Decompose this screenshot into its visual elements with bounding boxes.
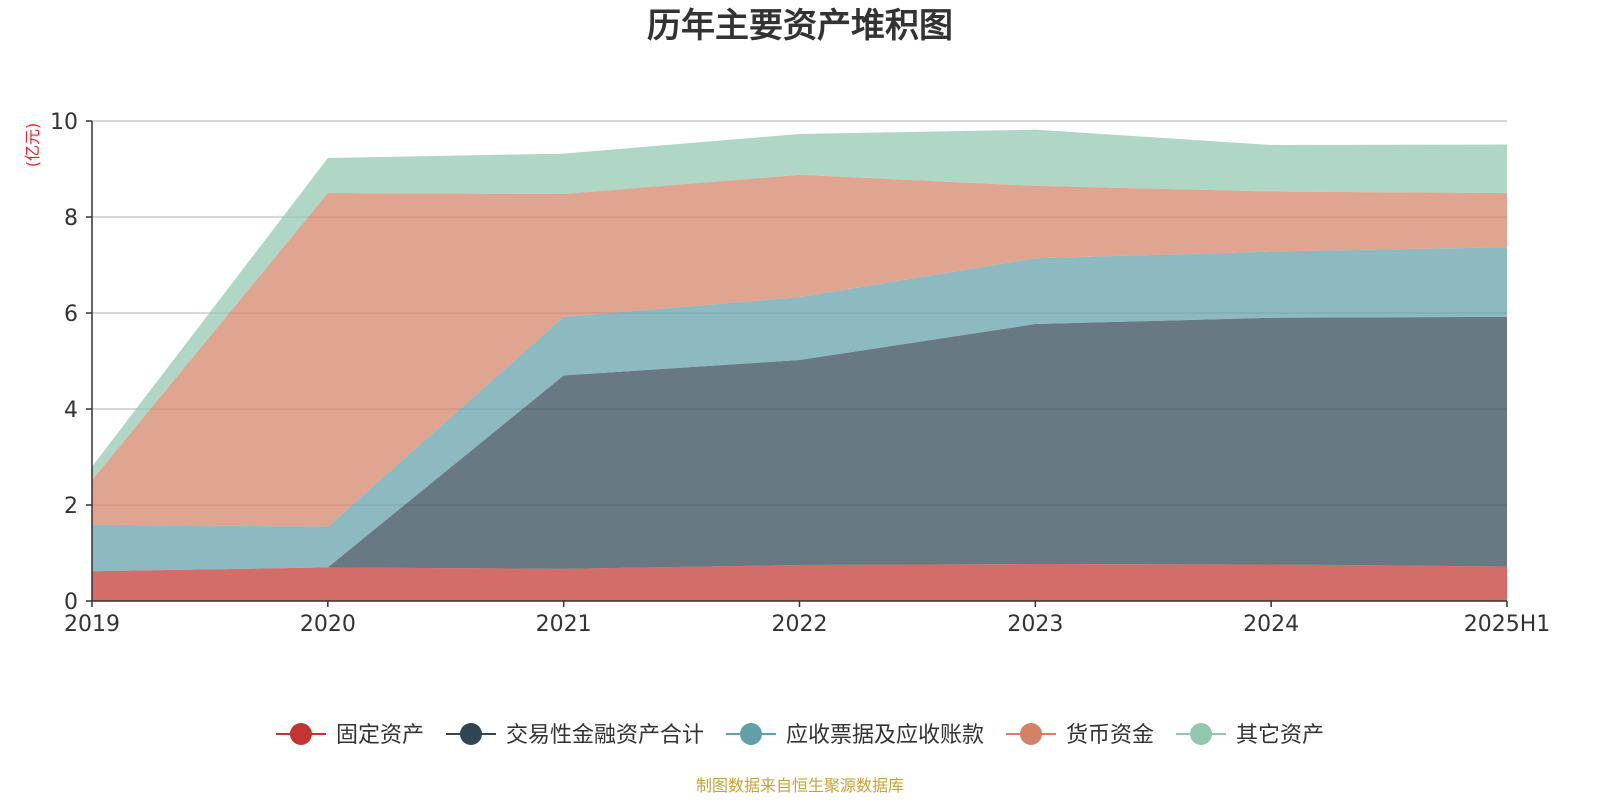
area-series-fixed (92, 564, 1507, 601)
x-tick-label: 2023 (1007, 612, 1063, 637)
legend-dot-marker (1190, 723, 1213, 745)
legend-label: 应收票据及应收账款 (786, 723, 984, 748)
area-series-trading (92, 316, 1507, 572)
legend-label: 固定资产 (336, 723, 424, 748)
x-tick-label: 2022 (772, 612, 828, 637)
area-series-cash (92, 174, 1507, 527)
area-series (92, 129, 1507, 601)
legend-dot-marker (739, 723, 762, 745)
area-series-other (92, 129, 1507, 481)
x-tick-label: 2024 (1243, 612, 1299, 637)
area-series-receivable (92, 247, 1507, 572)
source-note: 制图数据来自恒生聚源数据库 (696, 776, 904, 795)
legend-item-fixed[interactable]: 固定资产 (275, 723, 424, 748)
legend-label: 货币资金 (1066, 723, 1154, 748)
legend-dot-marker (1020, 723, 1043, 745)
axes: 0 2 4 6 8 10 2019 2020 2021 2022 2023 2024 2025H1 (50, 110, 1550, 637)
y-tick-label: 2 (64, 494, 78, 519)
y-tick-label: 8 (64, 206, 78, 231)
y-tick-label: 4 (64, 398, 78, 423)
legend-item-receivable[interactable]: 应收票据及应收账款 (725, 723, 984, 748)
x-tick-label: 2021 (536, 612, 592, 637)
legend[interactable]: 固定资产 交易性金融资产合计 应收票据及应收账款 货币资金 其它资产 (275, 723, 1324, 748)
y-axis-unit-label: (亿元) (23, 123, 42, 168)
legend-dot-marker (459, 723, 482, 745)
legend-item-other[interactable]: 其它资产 (1176, 723, 1324, 748)
x-tick-label: 2025H1 (1464, 612, 1551, 637)
chart-title: 历年主要资产堆积图 (647, 6, 953, 46)
legend-label: 交易性金融资产合计 (506, 723, 704, 748)
x-tick-label: 2020 (300, 612, 356, 637)
legend-item-cash[interactable]: 货币资金 (1006, 723, 1154, 748)
y-tick-label: 0 (64, 590, 78, 615)
y-tick-label: 6 (64, 302, 78, 327)
y-tick-label: 10 (50, 110, 78, 135)
legend-item-trading[interactable]: 交易性金融资产合计 (445, 723, 704, 748)
legend-label: 其它资产 (1236, 723, 1324, 748)
x-tick-label: 2019 (64, 612, 120, 637)
legend-dot-marker (289, 723, 312, 745)
